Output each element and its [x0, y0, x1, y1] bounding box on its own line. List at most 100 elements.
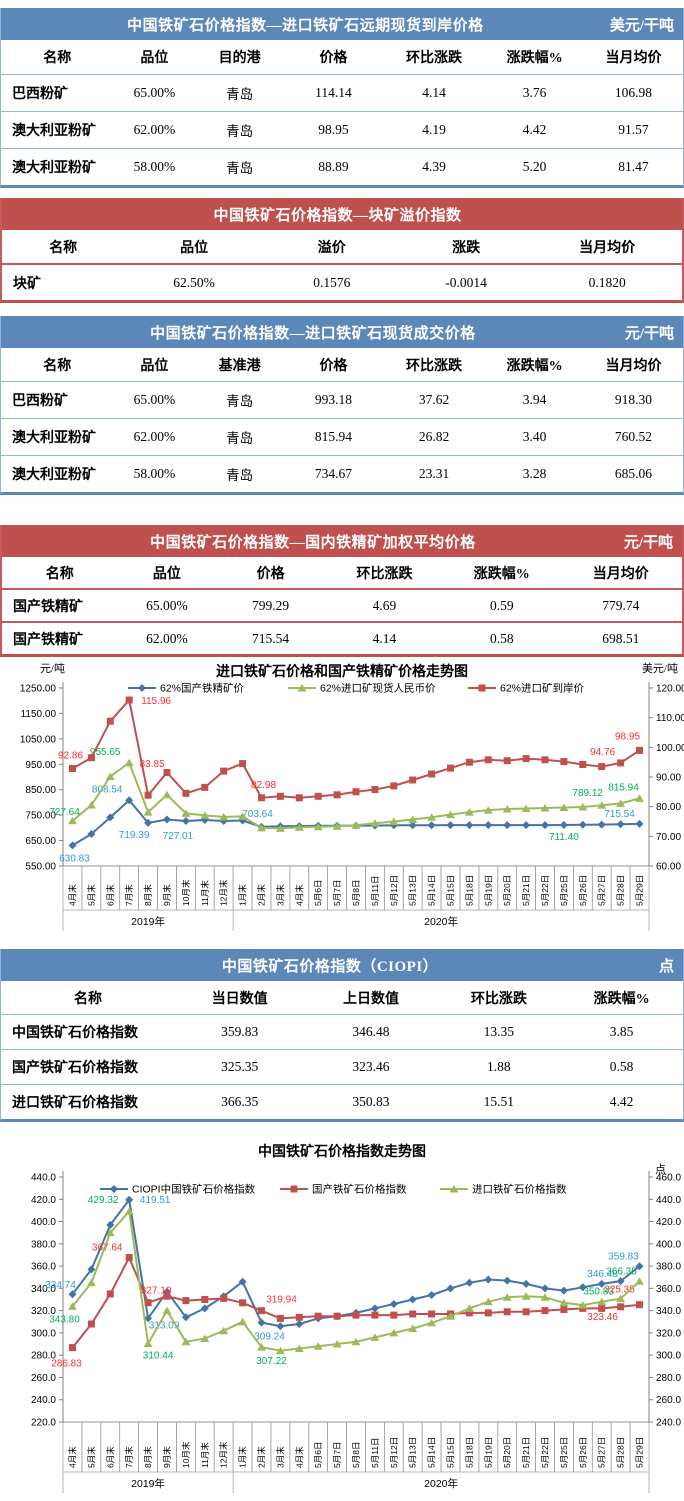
triangle-marker: [521, 804, 531, 812]
column-header: 涨跌幅%: [473, 566, 530, 582]
triangle-marker: [449, 1185, 459, 1193]
square-marker: [276, 792, 284, 800]
triangle-marker: [219, 812, 229, 821]
value-cell: 5.20: [522, 159, 547, 174]
triangle-marker: [124, 758, 134, 767]
data-point-label: 313.09: [149, 1320, 180, 1331]
square-marker: [106, 717, 114, 725]
column-header: 当月均价: [592, 566, 649, 582]
triangle-marker: [427, 1318, 437, 1327]
x-tick-label: 5月28日: [616, 875, 626, 906]
diamond-marker: [200, 1304, 209, 1313]
value-cell: 62.00%: [133, 429, 176, 444]
x-tick-label: 5月末: [86, 884, 96, 906]
x-tick-label: 5月22日: [540, 875, 550, 906]
row-name-cell: 中国铁矿石价格指数: [12, 1026, 138, 1041]
triangle-marker: [502, 1293, 512, 1301]
value-cell: 106.98: [614, 85, 653, 100]
square-marker: [478, 684, 486, 692]
table-body: 国产铁精矿 65.00% 799.29 4.69 0.59 779.74 国产铁精矿 62.0…: [2, 588, 682, 654]
row-name-cell: 澳大利亚粉矿: [12, 161, 96, 176]
table-import-spot-deal-price: 中国铁矿石价格指数—进口铁矿石现货成交价格 元/干吨 名称 品位 基准港 价格 环比涨跌…: [0, 316, 684, 495]
value-cell: 青岛: [226, 394, 254, 409]
square-marker: [598, 1304, 606, 1312]
left-axis-tick: 850.00: [25, 785, 56, 796]
triangle-marker: [219, 1326, 229, 1335]
table-title-bar: 中国铁矿石价格指数（CIOPI） 点: [1, 949, 683, 981]
triangle-marker: [521, 1292, 531, 1300]
row-name-cell: 国产铁矿石价格指数: [12, 1061, 138, 1076]
triangle-marker: [616, 1294, 626, 1303]
data-point-label: 727.64: [49, 807, 80, 818]
chart-canvas: 进口铁矿石价格和国产铁精矿价格走势图 元/吨 美元/吨 1250.00 1150.00 1…: [0, 660, 684, 940]
triangle-marker: [275, 824, 285, 832]
square-marker: [144, 1299, 152, 1307]
x-tick-label: 12月末: [219, 879, 229, 906]
value-cell: 4.42: [522, 122, 547, 137]
column-header: 品位: [180, 240, 209, 256]
column-header: 名称: [43, 51, 72, 66]
diamond-marker: [181, 817, 190, 825]
value-cell: 65.00%: [133, 392, 176, 407]
triangle-marker: [257, 823, 266, 832]
diamond-marker: [87, 1265, 96, 1274]
diamond-marker: [238, 1277, 247, 1286]
value-cell: 0.59: [489, 597, 514, 613]
diamond-marker: [87, 830, 96, 838]
value-cell: 114.14: [315, 85, 352, 100]
right-axis-tick: 380.0: [656, 1262, 681, 1273]
column-header: 环比涨跌: [470, 991, 527, 1007]
value-cell: 3.40: [522, 429, 547, 444]
triangle-marker: [332, 1340, 342, 1348]
value-cell: 58.00%: [133, 159, 176, 174]
value-cell: 3.76: [522, 85, 547, 100]
column-header: 当日数值: [211, 991, 268, 1007]
x-tick-label: 2月末: [257, 1446, 267, 1468]
table-unit-label: 元/干吨: [623, 534, 673, 551]
data-point-label: 115.96: [141, 696, 171, 707]
x-tick-label: 5月21日: [521, 1437, 531, 1468]
year-group-label: 2019年: [131, 1477, 165, 1490]
value-cell: 918.30: [614, 392, 653, 407]
data-point-label: 789.12: [572, 788, 603, 799]
triangle-marker: [370, 1333, 380, 1341]
triangle-marker: [559, 803, 569, 811]
value-cell: 0.1820: [588, 274, 626, 290]
table-title: 中国铁矿石价格指数（CIOPI）: [221, 958, 439, 975]
table-body: 中国铁矿石价格指数 359.83 346.48 13.35 3.85 国产铁矿石价格指数 3…: [1, 1014, 683, 1119]
square-marker: [390, 782, 398, 790]
diamond-marker: [559, 821, 568, 829]
data-point-label: 327.10: [141, 1286, 172, 1297]
triangle-marker: [389, 1328, 399, 1337]
x-tick-label: 5月8日: [351, 1442, 361, 1468]
square-marker: [541, 756, 549, 764]
table-row: 中国铁矿石价格指数 359.83 346.48 13.35 3.85: [1, 1014, 683, 1049]
triangle-marker: [124, 1207, 134, 1215]
x-tick-label: 1月末: [238, 884, 248, 906]
value-cell: 23.31: [418, 466, 450, 481]
value-cell: 0.1576: [313, 274, 351, 290]
diamond-marker: [125, 1195, 134, 1204]
diamond-marker: [541, 821, 549, 830]
triangle-marker: [616, 799, 626, 807]
x-tick-label: 5月19日: [483, 1437, 493, 1468]
square-marker: [69, 765, 76, 772]
value-cell: 346.48: [352, 1024, 390, 1039]
table-title-bar: 中国铁矿石价格指数—国内铁精矿加权平均价格 元/干吨: [2, 525, 682, 557]
x-tick-label: 8月末: [143, 884, 153, 906]
square-marker: [239, 760, 247, 768]
value-cell: 366.35: [221, 1094, 259, 1109]
data-point-label: 343.80: [49, 1314, 80, 1325]
table-row: 澳大利亚粉矿 62.00% 青岛 815.94 26.82 3.40 760.52: [1, 418, 683, 455]
square-marker: [484, 756, 492, 764]
x-tick-label: 10月末: [181, 879, 191, 906]
square-marker: [220, 767, 228, 775]
square-marker: [258, 1307, 265, 1315]
series-line: 343.80 429.32 310.44 307.22 350.83 366.35: [49, 1195, 644, 1367]
left-axis-tick: 380.0: [31, 1239, 56, 1250]
left-axis-tick: 320.0: [31, 1306, 56, 1317]
square-marker: [87, 1320, 95, 1328]
x-tick-label: 5月20日: [502, 875, 512, 906]
data-point-label: 703.64: [242, 809, 273, 820]
triangle-marker: [313, 1342, 323, 1350]
